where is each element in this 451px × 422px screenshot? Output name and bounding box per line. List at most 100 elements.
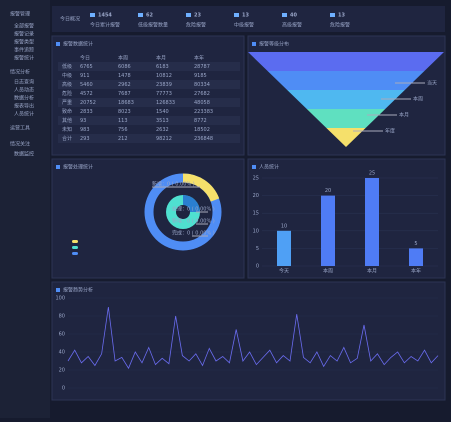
table-cell: 9185 xyxy=(194,73,207,79)
donut-ring xyxy=(182,173,220,202)
y-tick-label: 60 xyxy=(59,332,65,338)
table-cell: 未知 xyxy=(62,126,72,133)
table-cell: 93 xyxy=(80,118,86,124)
donut-label: 处理：0 ( 0.00% ) xyxy=(172,206,215,213)
stat-label: 中级报警 xyxy=(234,22,254,29)
bar xyxy=(277,230,291,266)
table-cell: 236848 xyxy=(194,136,213,142)
value-label: 25 xyxy=(369,171,375,177)
table-cell: 756 xyxy=(118,127,128,133)
funnel-label: 本周 xyxy=(413,96,423,103)
table-cell: 本年 xyxy=(194,55,204,62)
menu-item: 人员统计 xyxy=(14,111,34,118)
table-cell: 2833 xyxy=(80,109,93,115)
y-tick-label: 80 xyxy=(59,314,65,320)
table-cell: 23839 xyxy=(156,82,172,88)
x-tick-label: 今天 xyxy=(279,268,289,275)
menu-item: 全部报警 xyxy=(14,23,34,30)
table-row xyxy=(58,98,240,107)
sidebar xyxy=(0,0,50,418)
table-cell: 危险 xyxy=(62,90,72,97)
table-cell: 223383 xyxy=(194,109,213,115)
line xyxy=(67,306,439,370)
stat-label: 危险报警 xyxy=(330,22,350,29)
funnel-label: 当天 xyxy=(427,80,437,87)
stat-icon xyxy=(138,13,143,17)
table-cell: 983 xyxy=(80,127,90,133)
stat-icon xyxy=(234,13,239,17)
label: 报警管理 xyxy=(10,11,30,18)
y-tick-label: 0 xyxy=(62,386,65,392)
stat-label: 危险报警 xyxy=(186,22,206,29)
table-row xyxy=(58,62,240,71)
menu-item: 日志查询 xyxy=(14,79,34,86)
funnel-label: 年度 xyxy=(385,128,395,135)
table-cell: 18683 xyxy=(118,100,134,106)
table-cell: 本月 xyxy=(156,55,166,62)
value-label: 5 xyxy=(414,241,417,247)
table-cell: 212 xyxy=(118,136,128,142)
table-row xyxy=(58,134,240,143)
panel-title: 报警数据统计 xyxy=(63,41,93,48)
table-cell: 8772 xyxy=(194,118,207,124)
table-cell: 致命 xyxy=(62,108,72,115)
table-cell: 5460 xyxy=(80,82,93,88)
funnel-layer xyxy=(287,90,405,109)
table-cell: 6086 xyxy=(118,64,131,70)
stat-label: 高级报警 xyxy=(282,22,302,29)
y-tick-label: 10 xyxy=(253,228,259,234)
table-cell: 2962 xyxy=(118,82,131,88)
table-cell: 6183 xyxy=(156,64,169,70)
panel-title: 报警趋势分析 xyxy=(63,287,93,294)
stat-label: 今日累计报警 xyxy=(90,22,120,29)
stat-icon xyxy=(186,13,191,17)
table-cell: 126833 xyxy=(156,100,175,106)
table-cell: 8023 xyxy=(118,109,131,115)
funnel-layer xyxy=(306,109,386,128)
y-tick-label: 5 xyxy=(256,246,259,252)
menu-item: 报表导出 xyxy=(14,103,34,110)
stat-value: 62 xyxy=(146,13,153,19)
table-cell: 3513 xyxy=(156,118,169,124)
table-cell: 10812 xyxy=(156,73,172,79)
table-cell: 80334 xyxy=(194,82,210,88)
x-tick-label: 本周 xyxy=(323,268,333,275)
table-cell: 6765 xyxy=(80,64,93,70)
menu-item: 数据分析 xyxy=(14,95,34,102)
table-cell: 今日 xyxy=(80,55,90,62)
table-cell: 其他 xyxy=(62,117,72,124)
table-cell: 20752 xyxy=(80,100,96,106)
table-cell: 48058 xyxy=(194,100,210,106)
title-icon xyxy=(252,42,256,46)
menu-item: 报警记录 xyxy=(14,31,34,38)
title-icon xyxy=(252,165,256,169)
funnel-layer xyxy=(326,128,366,147)
panel-title: 报警处理统计 xyxy=(63,164,93,171)
stat-icon xyxy=(330,13,335,17)
donut-label: 新增：0 ( 0.00% ) xyxy=(152,181,195,188)
title-icon xyxy=(56,42,60,46)
table-cell: 1478 xyxy=(118,73,131,79)
stat-value: 13 xyxy=(338,13,345,19)
menu-group: 运营工具 xyxy=(10,125,30,132)
funnel-label: 本月 xyxy=(399,112,409,119)
table-cell: 高级 xyxy=(62,81,72,88)
table-row xyxy=(58,116,240,125)
value-label: 10 xyxy=(281,223,287,229)
table-cell: 77773 xyxy=(156,91,172,97)
bar xyxy=(365,178,379,266)
table-cell: 98212 xyxy=(156,136,172,142)
legend-swatch xyxy=(72,240,78,243)
menu-item: 事件追踪 xyxy=(14,47,34,54)
table-cell: 严重 xyxy=(62,99,72,106)
panel-title: 人员统计 xyxy=(259,164,279,171)
table-cell: 中级 xyxy=(62,72,72,79)
table-cell: 27682 xyxy=(194,91,210,97)
stat-icon xyxy=(90,13,95,17)
table-cell: 18502 xyxy=(194,127,210,133)
legend-swatch xyxy=(72,246,78,249)
menu-item: 人员动态 xyxy=(14,87,34,94)
table-cell: 本周 xyxy=(118,55,128,62)
table-cell: 911 xyxy=(80,73,90,79)
